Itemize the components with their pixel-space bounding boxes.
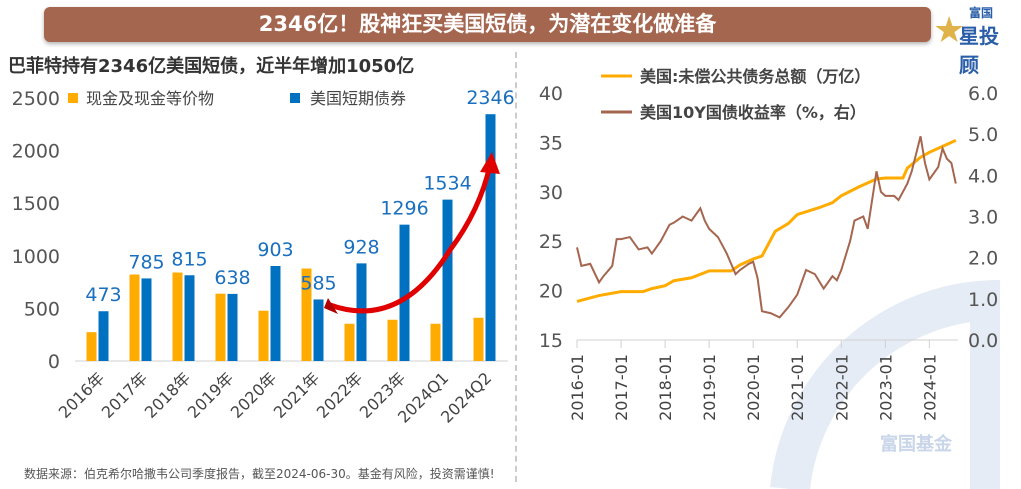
legend-label: 美国:未偿公共债务总额（万亿）	[640, 67, 870, 86]
x-tick-label: 2016年	[55, 368, 109, 422]
watermark-text: 富国基金	[880, 433, 953, 455]
bar-tbill	[442, 199, 453, 361]
x-tick-label: 2023-01	[876, 354, 895, 421]
bar-cash	[129, 274, 140, 361]
x-tick-label: 2019年	[184, 368, 238, 422]
logo: ★ 富国 星投顾	[933, 4, 1013, 77]
y-left-tick-label: 40	[539, 83, 563, 105]
x-tick-label: 2019-01	[700, 354, 719, 421]
bar-cash	[473, 317, 484, 361]
bar-tbill	[313, 299, 324, 361]
divider	[515, 52, 517, 482]
bar-tbill	[184, 275, 195, 361]
x-tick-label: 2017-01	[612, 354, 631, 421]
watermark-arc	[770, 279, 1001, 489]
legend-label-cash: 现金及现金等价物	[86, 89, 214, 108]
title-banner: 2346亿！股神狂买美国短债，为潜在变化做准备	[44, 7, 931, 42]
x-tick-label: 2020年	[227, 368, 281, 422]
y-left-tick-label: 30	[539, 182, 563, 204]
footer-source: 数据来源：伯克希尔哈撒韦公司季度报告，截至2024-06-30。基金有风险，投资…	[24, 467, 495, 481]
data-label: 928	[343, 236, 379, 258]
bar-tbill	[227, 293, 238, 361]
x-tick-label: 2021-01	[788, 354, 807, 421]
data-label: 785	[128, 251, 164, 273]
y-tick-label: 2000	[12, 141, 60, 163]
y-tick-label: 0	[48, 351, 60, 373]
y-left-tick-label: 20	[539, 281, 563, 303]
y-right-tick-label: 4.0	[968, 165, 998, 187]
logo-bottom: 星投顾	[959, 24, 999, 77]
x-tick-label: 2021年	[270, 368, 324, 422]
y-right-tick-label: 2.0	[968, 248, 998, 270]
data-label: 1534	[423, 173, 471, 195]
x-tick-label: 2018-01	[656, 354, 675, 421]
yield-line	[576, 135, 957, 319]
bar-tbill	[485, 114, 496, 361]
y-tick-label: 1000	[12, 246, 60, 268]
bar-cash	[215, 293, 226, 361]
bar-cash	[172, 272, 183, 361]
legend-swatch-cash	[68, 93, 78, 103]
bar-cash	[344, 323, 355, 361]
x-tick-label: 2022年	[313, 368, 367, 422]
star-icon: ★	[933, 10, 966, 51]
data-label: 903	[257, 239, 293, 261]
x-tick-label: 2016-01	[568, 354, 587, 421]
x-tick-label: 2024-01	[920, 354, 939, 421]
bar-tbill	[141, 278, 152, 361]
y-tick-label: 2500	[12, 88, 60, 110]
data-label: 638	[214, 267, 250, 289]
legend-label: 美国10Y国债收益率（%，右）	[640, 103, 866, 122]
bar-tbill	[270, 266, 281, 361]
logo-top: 富国	[969, 6, 994, 20]
debt-line	[576, 139, 957, 303]
x-tick-label: 2022-01	[832, 354, 851, 421]
data-label: 585	[300, 272, 336, 294]
bar-cash	[86, 332, 97, 361]
bar-tbill	[98, 311, 109, 361]
red-arrow	[329, 164, 493, 314]
bar-cash	[301, 268, 312, 361]
bar-cash	[430, 323, 441, 361]
x-tick-label: 2017年	[98, 368, 152, 422]
y-left-tick-label: 15	[539, 330, 563, 352]
legend-swatch-tbill	[290, 93, 300, 103]
x-tick-label: 2018年	[141, 368, 195, 422]
bar-chart-title: 巴菲特持有2346亿美国短债，近半年增加1050亿	[8, 56, 415, 77]
data-label: 815	[171, 248, 207, 270]
y-left-tick-label: 35	[539, 132, 563, 154]
y-tick-label: 1500	[12, 193, 60, 215]
y-right-tick-label: 0.0	[968, 330, 998, 352]
data-label: 473	[85, 284, 121, 306]
y-right-tick-label: 6.0	[968, 83, 998, 105]
y-tick-label: 500	[24, 298, 60, 320]
data-label: 1296	[380, 198, 428, 220]
arrow-head	[480, 152, 500, 174]
bar-cash	[387, 319, 398, 361]
bar-cash	[258, 310, 269, 361]
bar-tbill	[399, 224, 410, 361]
x-tick-label: 2020-01	[744, 354, 763, 421]
y-left-tick-label: 25	[539, 231, 563, 253]
y-right-tick-label: 1.0	[968, 289, 998, 311]
arrow-tail	[324, 298, 338, 314]
y-right-tick-label: 5.0	[968, 124, 998, 146]
data-label: 2346	[466, 87, 514, 109]
y-right-tick-label: 3.0	[968, 207, 998, 229]
legend-label-tbill: 美国短期债券	[310, 89, 406, 108]
